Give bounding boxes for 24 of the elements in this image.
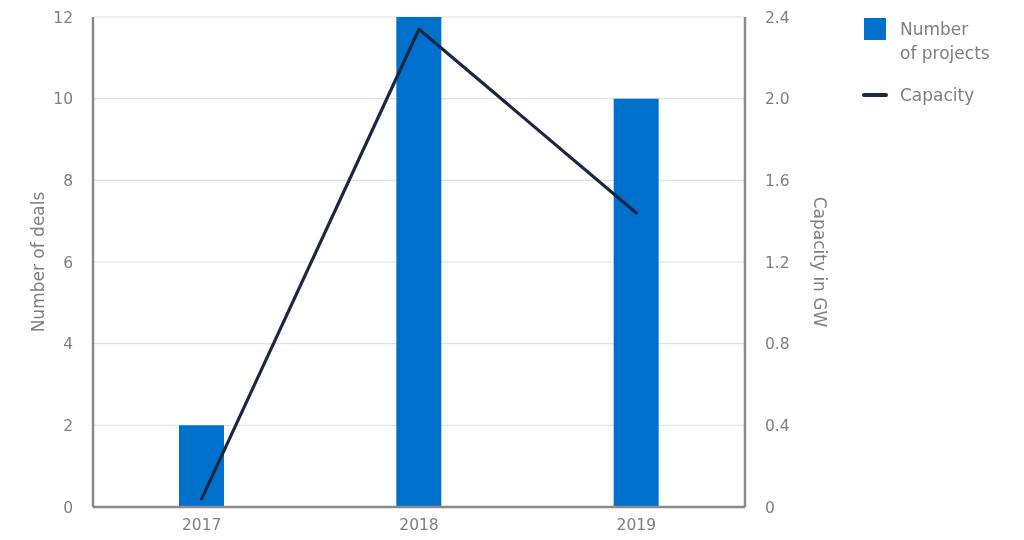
y-tick-label: 8: [63, 171, 73, 190]
y2-tick-label: 0.4: [765, 416, 790, 435]
y-tick-label: 0: [63, 498, 73, 517]
y-tick-label: 4: [63, 335, 73, 354]
y-tick-label: 12: [53, 8, 73, 27]
x-tick-label: 2017: [181, 516, 222, 535]
y2-tick-label: 2.4: [765, 8, 790, 27]
legend-label: Number of projects: [900, 18, 990, 65]
x-tick-label: 2019: [616, 516, 657, 535]
y-tick-label: 10: [53, 90, 73, 109]
y2-tick-label: 1.6: [765, 171, 790, 190]
y-tick-label: 2: [63, 416, 73, 435]
y2-tick-label: 0: [765, 498, 775, 517]
y2-tick-label: 2.0: [765, 90, 790, 109]
legend-label: Capacity: [900, 84, 975, 107]
bar: [613, 98, 659, 507]
bar: [179, 425, 224, 507]
y2-tick-label: 1.2: [765, 253, 790, 272]
bar: [396, 17, 442, 507]
y-tick-label: 6: [63, 253, 73, 272]
x-tick-label: 2018: [399, 516, 439, 535]
y-axis-title: Number of deals: [28, 191, 48, 333]
y2-axis-title: Capacity in GW: [810, 196, 830, 328]
y2-tick-label: 0.8: [765, 335, 790, 354]
